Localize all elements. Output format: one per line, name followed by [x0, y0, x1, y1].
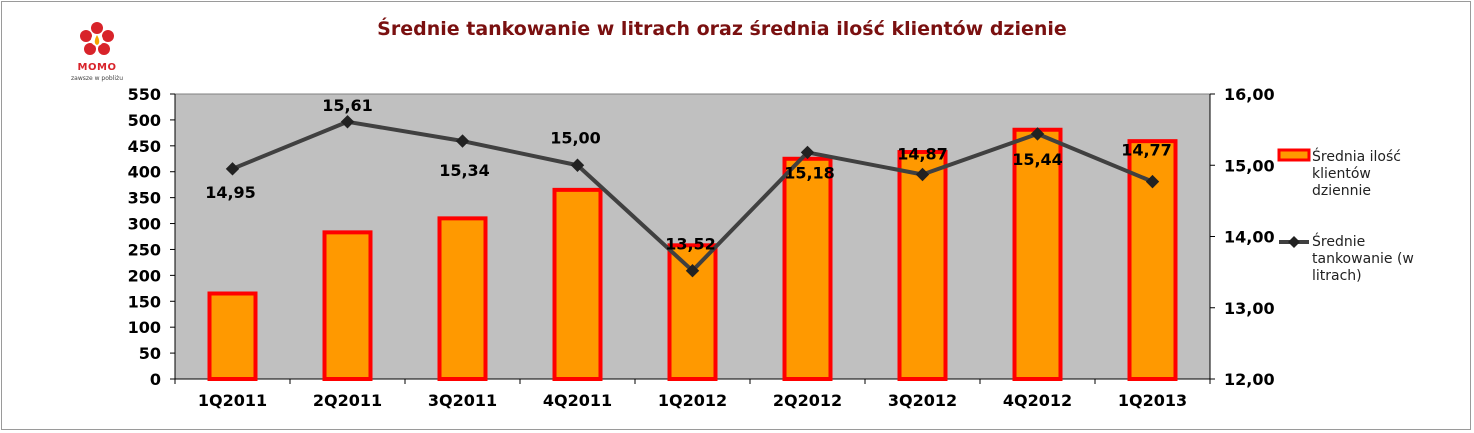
x-tick-label: 2Q2011: [313, 391, 382, 410]
x-tick-label: 1Q2011: [198, 391, 267, 410]
line-point: [1030, 127, 1045, 141]
line-point: [455, 134, 470, 148]
y-right-tick-label: 13,00: [1224, 299, 1275, 318]
y-left-tick-label: 150: [128, 292, 161, 311]
data-label: 13,52: [665, 235, 716, 254]
line-point: [225, 162, 240, 176]
legend-label-line: Średnie: [1312, 232, 1365, 250]
x-tick-label: 1Q2013: [1118, 391, 1187, 410]
y-left-tick-label: 250: [128, 240, 161, 259]
line-point: [915, 167, 930, 182]
y-left-tick-label: 350: [128, 189, 161, 208]
y-left-tick-label: 50: [139, 344, 161, 363]
legend-label-line: litrach): [1312, 268, 1362, 284]
x-tick-label: 1Q2012: [658, 391, 727, 410]
legend-label-line: tankowanie (w: [1312, 251, 1414, 267]
momo-logo-icon: [80, 22, 114, 55]
legend-label-bars: Średnia ilość: [1312, 147, 1401, 165]
line-point: [800, 145, 815, 160]
bar: [552, 187, 603, 381]
data-label: 14,77: [1121, 141, 1172, 160]
x-tick-label: 3Q2011: [428, 391, 497, 410]
data-label: 15,00: [550, 128, 601, 147]
chart-title: Średnie tankowanie w litrach oraz średni…: [377, 18, 1067, 40]
y-left-tick-label: 550: [128, 85, 161, 104]
x-tick-label: 3Q2012: [888, 391, 957, 410]
bar: [782, 156, 833, 381]
y-right-tick-label: 14,00: [1224, 228, 1275, 247]
brand-name: MOMO: [77, 62, 117, 73]
data-label: 15,44: [1012, 150, 1063, 169]
data-label: 15,34: [439, 161, 490, 180]
legend-line-marker: [1288, 236, 1300, 248]
brand-tagline: zawsze w pobliżu: [71, 75, 123, 82]
x-tick-label: 4Q2011: [543, 391, 612, 410]
data-label: 15,18: [784, 163, 835, 182]
legend-label-bars: klientów: [1312, 166, 1371, 182]
y-right-tick-label: 16,00: [1224, 85, 1275, 104]
y-left-tick-label: 450: [128, 137, 161, 156]
x-tick-label: 2Q2012: [773, 391, 842, 410]
line-point: [340, 115, 355, 129]
data-label: 15,61: [322, 96, 373, 115]
y-right-tick-label: 15,00: [1224, 156, 1275, 175]
data-label: 14,95: [205, 183, 256, 202]
x-tick-label: 4Q2012: [1003, 391, 1072, 410]
legend-label-bars: dziennie: [1312, 183, 1371, 199]
bar: [437, 216, 488, 381]
y-left-tick-label: 200: [128, 266, 161, 285]
y-left-tick-label: 0: [150, 370, 161, 389]
bar: [207, 291, 258, 381]
y-left-tick-label: 100: [128, 318, 161, 337]
data-label: 14,87: [897, 145, 948, 164]
y-left-tick-label: 300: [128, 215, 161, 234]
line-point: [685, 263, 700, 278]
bar: [897, 150, 948, 381]
y-left-tick-label: 500: [128, 111, 161, 130]
y-left-tick-label: 400: [128, 163, 161, 182]
legend-bar-swatch: [1277, 148, 1311, 162]
line-point: [1145, 174, 1160, 189]
y-right-tick-label: 12,00: [1224, 370, 1275, 389]
line-point: [570, 158, 585, 172]
bar: [322, 230, 373, 381]
